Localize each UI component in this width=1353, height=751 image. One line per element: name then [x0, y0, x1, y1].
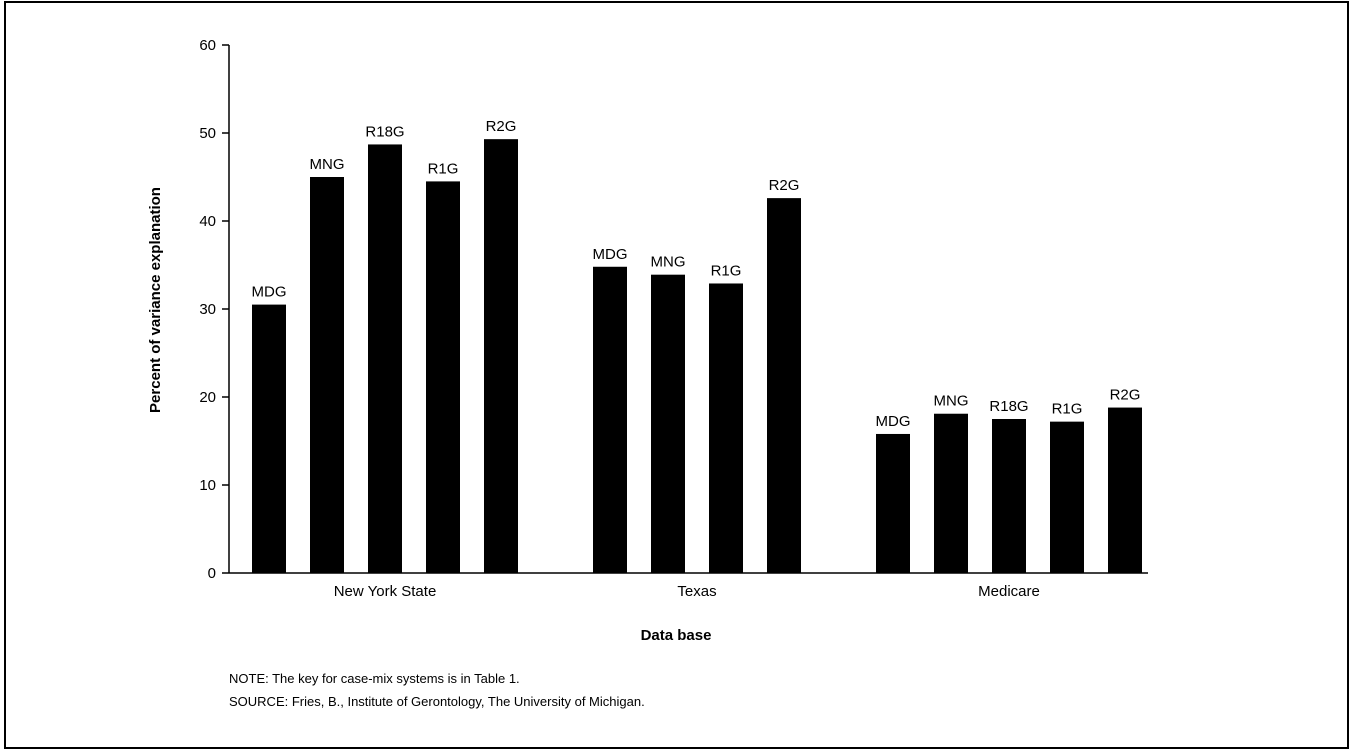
y-tick-label: 30: [199, 301, 216, 318]
y-tick-label: 0: [208, 565, 216, 582]
y-tick-label: 40: [199, 213, 216, 230]
bar-texas-r1g: [709, 283, 743, 573]
bar-medicare-mng: [934, 413, 968, 573]
y-tick-label: 20: [199, 389, 216, 406]
bar-texas-mng: [651, 274, 685, 573]
y-axis: 0 10 20 30 40 50 60: [199, 37, 230, 582]
x-category-label: Texas: [677, 583, 716, 600]
y-axis-title: Percent of variance explanation: [147, 187, 164, 413]
bar-label: R18G: [365, 123, 404, 140]
x-category-label: New York State: [334, 583, 437, 600]
bar-medicare-r1g: [1050, 421, 1084, 573]
bar-label: MNG: [934, 393, 969, 410]
bar-new-york-state-mdg: [252, 304, 286, 573]
bars: [252, 139, 1142, 573]
bar-label: MNG: [310, 156, 345, 173]
bar-medicare-r2g: [1108, 407, 1142, 573]
bar-new-york-state-r18g: [368, 144, 402, 573]
bar-labels: MDG MNG R18G R1G R2G MDG MNG R1G R2G MDG MNG R18G R1…: [252, 118, 1141, 430]
x-axis-title: Data base: [641, 627, 712, 644]
figure-frame: [4, 1, 1349, 749]
bar-label: R2G: [769, 177, 800, 194]
bar-texas-mdg: [593, 266, 627, 573]
y-tick-label: 50: [199, 125, 216, 142]
x-axis: New York State Texas Medicare: [229, 572, 1148, 600]
bar-label: R1G: [711, 262, 742, 279]
bar-label: MDG: [593, 246, 628, 263]
bar-label: R2G: [486, 118, 517, 135]
bar-label: MNG: [651, 254, 686, 271]
bar-new-york-state-mng: [310, 177, 344, 573]
bar-medicare-mdg: [876, 433, 910, 573]
bar-label: R18G: [989, 398, 1028, 415]
bar-medicare-r18g: [992, 419, 1026, 573]
bar-label: R1G: [428, 160, 459, 177]
y-tick-label: 10: [199, 477, 216, 494]
bar-new-york-state-r1g: [426, 181, 460, 573]
y-tick-label: 60: [199, 37, 216, 54]
bar-label: MDG: [252, 284, 287, 301]
note-text: NOTE: The key for case-mix systems is in…: [229, 671, 520, 686]
x-category-label: Medicare: [978, 583, 1040, 600]
source-text: SOURCE: Fries, B., Institute of Gerontol…: [229, 694, 645, 709]
bar-label: MDG: [876, 413, 911, 430]
bar-texas-r2g: [767, 198, 801, 573]
bar-new-york-state-r2g: [484, 139, 518, 573]
bar-label: R1G: [1052, 401, 1083, 418]
bar-label: R2G: [1110, 387, 1141, 404]
